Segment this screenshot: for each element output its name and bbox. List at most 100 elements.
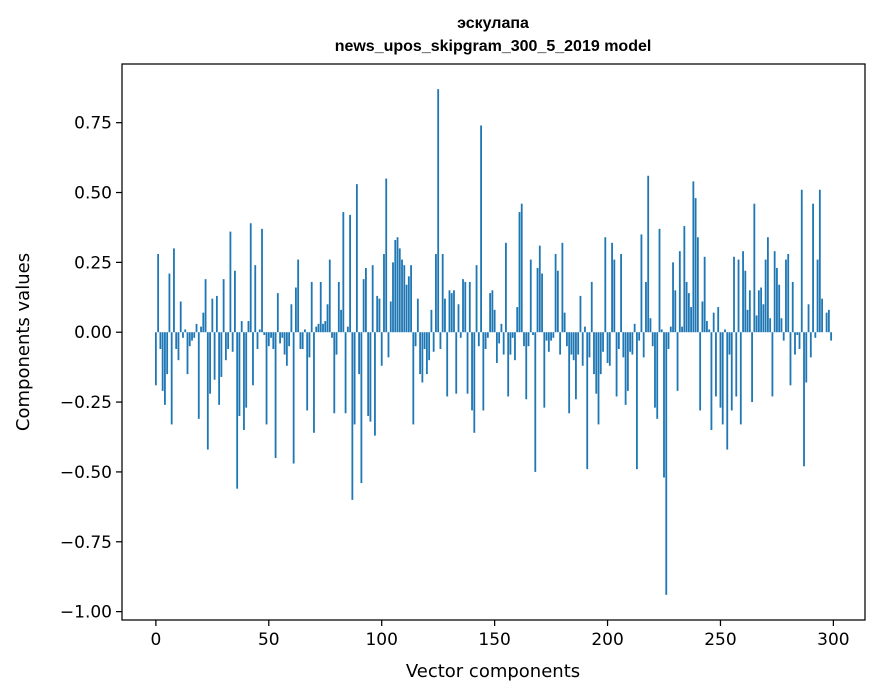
bar-component-9 bbox=[175, 332, 177, 349]
bar-component-216 bbox=[643, 332, 645, 357]
bar-component-137 bbox=[464, 282, 466, 332]
bar-component-185 bbox=[573, 332, 575, 360]
bar-component-172 bbox=[543, 332, 545, 407]
bar-component-6 bbox=[169, 274, 171, 333]
bar-component-108 bbox=[399, 248, 401, 332]
bar-component-47 bbox=[261, 229, 263, 332]
bar-component-90 bbox=[358, 332, 360, 374]
bar-component-151 bbox=[496, 332, 498, 363]
bar-component-248 bbox=[715, 332, 717, 396]
bar-component-21 bbox=[202, 313, 204, 333]
bar-component-279 bbox=[785, 260, 787, 333]
y-tick-label: −0.75 bbox=[60, 533, 112, 553]
bar-component-64 bbox=[300, 332, 302, 349]
bar-component-213 bbox=[636, 332, 638, 469]
bar-component-201 bbox=[609, 332, 611, 366]
bar-component-158 bbox=[512, 332, 514, 338]
bar-component-281 bbox=[790, 332, 792, 385]
bar-component-56 bbox=[281, 332, 283, 338]
y-tick-label: −1.00 bbox=[60, 603, 112, 623]
bar-component-113 bbox=[410, 265, 412, 332]
bar-component-29 bbox=[220, 332, 222, 377]
bars-group bbox=[155, 89, 832, 595]
bar-component-211 bbox=[631, 332, 633, 354]
bar-component-85 bbox=[347, 327, 349, 333]
bar-component-293 bbox=[817, 260, 819, 333]
bar-component-55 bbox=[279, 332, 281, 343]
bar-component-143 bbox=[478, 332, 480, 346]
bar-component-25 bbox=[211, 299, 213, 333]
y-tick-label: 0.75 bbox=[74, 114, 112, 134]
bar-component-253 bbox=[726, 332, 728, 449]
bar-component-178 bbox=[557, 271, 559, 332]
bar-component-212 bbox=[634, 324, 636, 332]
bar-component-221 bbox=[654, 332, 656, 407]
bar-component-49 bbox=[266, 332, 268, 424]
bar-component-37 bbox=[239, 332, 241, 416]
bar-component-263 bbox=[749, 290, 751, 332]
bar-component-192 bbox=[589, 332, 591, 357]
bar-component-135 bbox=[460, 332, 462, 338]
bar-component-156 bbox=[507, 332, 509, 396]
bar-component-84 bbox=[345, 332, 347, 413]
bar-component-274 bbox=[774, 251, 776, 332]
bar-component-31 bbox=[225, 332, 227, 360]
bar-component-222 bbox=[656, 332, 658, 419]
bar-component-287 bbox=[803, 332, 805, 466]
bar-component-5 bbox=[166, 332, 168, 374]
bar-component-76 bbox=[327, 304, 329, 332]
bar-component-70 bbox=[313, 332, 315, 433]
bar-component-290 bbox=[810, 332, 812, 357]
bar-component-288 bbox=[805, 332, 807, 382]
bar-component-226 bbox=[665, 332, 667, 595]
x-tick-label: 100 bbox=[365, 630, 397, 650]
bar-component-146 bbox=[485, 332, 487, 349]
x-axis-ticks: 0 50 100 150 200 250 300 bbox=[150, 620, 849, 650]
bar-component-57 bbox=[284, 332, 286, 354]
bar-component-241 bbox=[699, 332, 701, 410]
bar-component-202 bbox=[611, 243, 613, 332]
bar-component-239 bbox=[695, 198, 697, 332]
bar-component-283 bbox=[794, 332, 796, 354]
bar-component-24 bbox=[209, 332, 211, 393]
bar-component-116 bbox=[417, 299, 419, 333]
bar-component-181 bbox=[564, 313, 566, 333]
bar-component-51 bbox=[270, 332, 272, 338]
y-tick-label: −0.50 bbox=[60, 463, 112, 483]
bar-component-207 bbox=[622, 332, 624, 357]
bar-component-277 bbox=[781, 318, 783, 332]
bar-component-134 bbox=[458, 304, 460, 332]
bar-component-53 bbox=[275, 332, 277, 458]
bar-component-45 bbox=[257, 332, 259, 349]
bar-component-17 bbox=[193, 332, 195, 338]
bar-component-203 bbox=[613, 260, 615, 333]
bar-component-244 bbox=[706, 321, 708, 332]
bar-component-58 bbox=[286, 332, 288, 366]
bar-component-174 bbox=[548, 332, 550, 352]
bar-component-83 bbox=[342, 212, 344, 332]
bar-component-160 bbox=[516, 307, 518, 332]
bar-component-265 bbox=[753, 204, 755, 333]
bar-component-4 bbox=[164, 332, 166, 405]
bar-component-214 bbox=[638, 332, 640, 340]
bar-component-155 bbox=[505, 243, 507, 332]
bar-component-60 bbox=[290, 304, 292, 332]
bar-component-89 bbox=[356, 184, 358, 332]
bar-component-182 bbox=[566, 332, 568, 346]
bar-component-30 bbox=[223, 279, 225, 332]
bar-component-224 bbox=[661, 329, 663, 332]
bar-component-7 bbox=[171, 332, 173, 424]
bar-component-96 bbox=[372, 265, 374, 332]
bar-component-246 bbox=[711, 332, 713, 430]
bar-component-295 bbox=[821, 299, 823, 333]
bar-component-142 bbox=[476, 265, 478, 332]
bar-component-238 bbox=[692, 181, 694, 332]
chart-title-line-1: эскулапа bbox=[457, 15, 529, 32]
x-tick-label: 0 bbox=[150, 630, 161, 650]
bar-component-159 bbox=[514, 332, 516, 360]
x-tick-label: 150 bbox=[478, 630, 510, 650]
bar-component-177 bbox=[555, 254, 557, 332]
bar-component-200 bbox=[607, 332, 609, 363]
bar-component-280 bbox=[787, 254, 789, 332]
bar-component-79 bbox=[333, 332, 335, 413]
